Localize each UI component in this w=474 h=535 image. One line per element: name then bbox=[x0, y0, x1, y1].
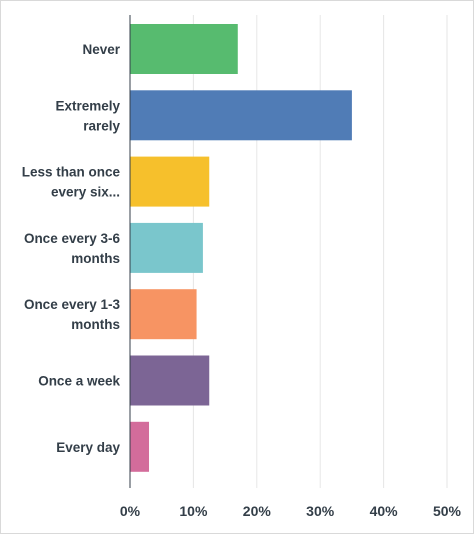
category-label: Once every 3-6 months bbox=[24, 231, 121, 266]
category-label-line: Less than once bbox=[22, 165, 121, 180]
category-label-line: Once every 1-3 bbox=[24, 297, 121, 312]
category-label: Never bbox=[82, 42, 120, 57]
bar[interactable] bbox=[130, 421, 150, 472]
category-label-line: rarely bbox=[83, 118, 120, 133]
category-label-line: every six... bbox=[51, 185, 120, 200]
x-tick-label: 20% bbox=[243, 503, 272, 519]
category-label-layer: Never Extremely rarely Less than once every … bbox=[22, 42, 121, 455]
category-label: Once a week bbox=[38, 374, 120, 389]
category-label-line: months bbox=[71, 251, 120, 266]
x-tick-label: 40% bbox=[370, 503, 399, 519]
category-label-line: Every day bbox=[56, 440, 120, 455]
x-tick-label: 0% bbox=[120, 503, 141, 519]
x-tick-label: 30% bbox=[306, 503, 335, 519]
bar[interactable] bbox=[130, 90, 352, 141]
tick-label-layer: 0% 10% 20% 30% 40% 50% bbox=[120, 503, 462, 519]
grid-layer bbox=[192, 15, 448, 488]
bar[interactable] bbox=[130, 24, 238, 74]
x-tick-label: 50% bbox=[433, 503, 462, 519]
category-label-line: Never bbox=[82, 42, 120, 57]
category-label-line: Once a week bbox=[38, 374, 120, 389]
category-label: Once every 1-3 months bbox=[24, 297, 121, 332]
bar[interactable] bbox=[130, 289, 197, 340]
category-label: Every day bbox=[56, 440, 120, 455]
category-label: Extremely rarely bbox=[55, 98, 120, 133]
category-label-line: months bbox=[71, 317, 120, 332]
x-tick-label: 10% bbox=[179, 503, 208, 519]
bar[interactable] bbox=[130, 156, 210, 207]
bar[interactable] bbox=[130, 355, 210, 406]
category-label-line: Once every 3-6 bbox=[24, 231, 121, 246]
category-label-line: Extremely bbox=[55, 98, 120, 113]
bar-layer bbox=[130, 24, 352, 472]
category-label: Less than once every six... bbox=[22, 165, 121, 200]
bar[interactable] bbox=[130, 222, 203, 273]
